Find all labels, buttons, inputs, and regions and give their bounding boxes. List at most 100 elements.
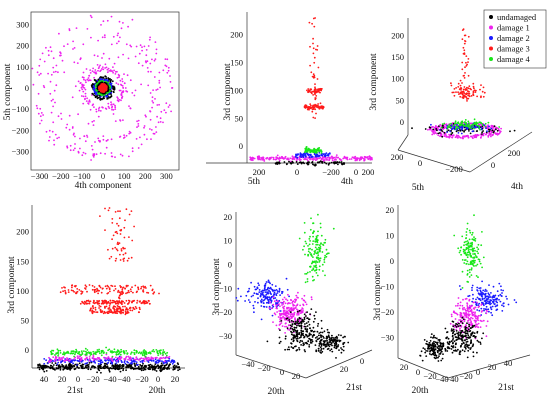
data-point: [163, 367, 165, 369]
data-point: [96, 153, 98, 155]
data-point: [62, 365, 64, 367]
data-point: [144, 353, 146, 355]
data-point: [52, 131, 54, 133]
data-point: [303, 163, 305, 165]
data-point: [55, 134, 57, 136]
data-point: [168, 368, 170, 370]
data-point: [143, 303, 145, 305]
data-point: [320, 242, 322, 244]
data-point: [317, 323, 319, 325]
data-point: [297, 163, 299, 165]
data-point: [150, 111, 152, 113]
data-point: [278, 158, 280, 160]
data-point: [122, 258, 124, 260]
data-point: [66, 124, 68, 126]
data-point: [465, 96, 467, 98]
data-point: [121, 250, 123, 252]
data-point: [157, 352, 159, 354]
data-point: [288, 161, 290, 163]
scatter-points: [37, 207, 181, 374]
y-tick-label: 300: [16, 20, 29, 30]
data-point: [139, 358, 141, 360]
data-point: [291, 343, 293, 345]
data-point: [117, 33, 119, 35]
data-point: [121, 27, 123, 29]
data-point: [133, 226, 135, 228]
data-point: [115, 260, 117, 262]
data-point: [78, 367, 80, 369]
data-point: [107, 71, 109, 73]
data-point: [297, 322, 299, 324]
data-point: [486, 130, 488, 132]
data-point: [301, 307, 303, 309]
data-point: [253, 311, 255, 313]
data-point: [87, 349, 89, 351]
data-point: [72, 363, 74, 365]
data-point: [128, 156, 130, 158]
data-point: [275, 156, 277, 158]
data-point: [484, 92, 486, 94]
data-point: [102, 69, 104, 71]
data-point: [311, 342, 313, 344]
data-point: [302, 321, 304, 323]
data-point: [137, 367, 139, 369]
data-point: [80, 354, 82, 356]
data-point: [64, 287, 66, 289]
data-point: [157, 365, 159, 367]
data-point: [56, 137, 58, 139]
data-point: [308, 248, 310, 250]
data-point: [128, 292, 130, 294]
data-point: [39, 369, 41, 371]
data-point: [313, 18, 315, 20]
data-point: [55, 84, 57, 86]
data-point: [123, 134, 125, 136]
data-point: [248, 299, 250, 301]
data-point: [95, 95, 97, 97]
data-point: [59, 350, 61, 352]
data-point: [94, 141, 96, 143]
data-point: [158, 293, 160, 295]
data-point: [312, 38, 314, 40]
data-point: [99, 78, 101, 80]
data-point: [93, 120, 95, 122]
data-point: [269, 283, 271, 285]
data-point: [73, 149, 75, 151]
data-point: [298, 314, 300, 316]
data-point: [93, 359, 95, 361]
data-point: [483, 135, 485, 137]
data-point: [146, 138, 148, 140]
data-point: [87, 368, 89, 370]
y-axis-label: 20th: [149, 386, 166, 396]
data-point: [45, 359, 47, 361]
data-point: [121, 303, 123, 305]
data-point: [69, 129, 71, 131]
data-point: [101, 84, 103, 86]
data-point: [116, 248, 118, 250]
data-point: [89, 301, 91, 303]
data-point: [449, 124, 451, 126]
data-point: [318, 148, 320, 150]
data-point: [425, 128, 427, 130]
data-point: [137, 123, 139, 125]
data-point: [75, 285, 77, 287]
data-point: [79, 148, 81, 150]
data-point: [329, 162, 331, 164]
data-point: [320, 257, 322, 259]
data-point: [112, 66, 114, 68]
data-point: [318, 67, 320, 69]
data-point: [113, 70, 115, 72]
data-point: [309, 159, 311, 161]
data-point: [69, 115, 71, 117]
data-point: [61, 287, 63, 289]
data-point: [126, 43, 128, 45]
data-point: [134, 285, 136, 287]
data-point: [67, 367, 69, 369]
data-point: [272, 315, 274, 317]
data-point: [71, 366, 73, 368]
data-point: [139, 300, 141, 302]
data-point: [141, 367, 143, 369]
data-point: [297, 297, 299, 299]
data-point: [116, 96, 118, 98]
data-point: [159, 351, 161, 353]
data-point: [427, 129, 429, 131]
